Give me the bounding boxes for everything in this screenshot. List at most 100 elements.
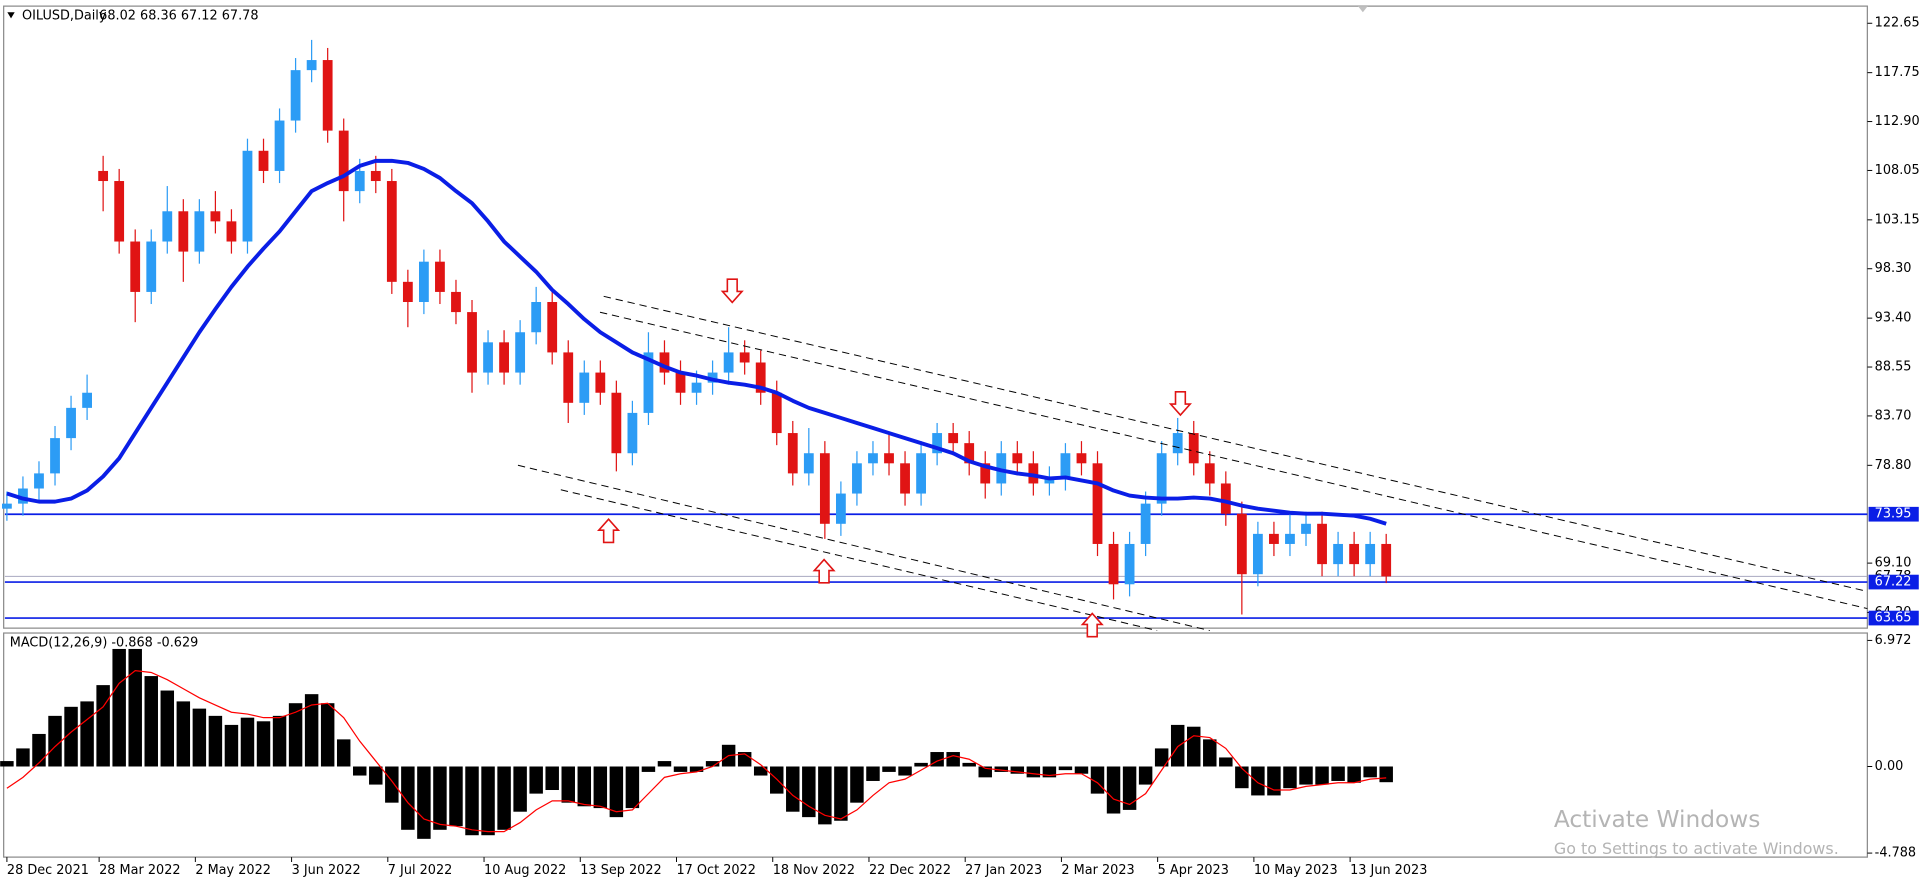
candle-body: [884, 453, 894, 464]
trendlines: [517, 295, 1868, 632]
candle-body: [659, 352, 670, 373]
macd-bar: [1203, 739, 1217, 767]
macd-bar: [1170, 724, 1185, 767]
candle-body: [483, 342, 493, 373]
y-tick-label: 103.15: [1875, 212, 1920, 227]
macd-title: MACD(12,26,9) -0.868 -0.629: [10, 635, 199, 650]
candle-body: [1236, 513, 1247, 575]
x-tick-label: 2 May 2022: [195, 863, 271, 878]
candle-body: [50, 438, 60, 474]
candle-body: [595, 372, 606, 393]
macd-bar: [1187, 726, 1201, 767]
y-tick-label: 122.65: [1875, 16, 1920, 31]
macd-bar: [385, 766, 399, 803]
candle-body: [964, 443, 975, 464]
menu-triangle[interactable]: [7, 12, 15, 19]
macd-bar: [449, 766, 463, 827]
candle-body: [852, 463, 862, 494]
macd-panel: [3, 632, 1868, 858]
up-arrow: [812, 558, 836, 584]
candle-body: [531, 302, 542, 333]
y-tick-label: 6.972: [1875, 633, 1912, 648]
x-tick-label: 10 May 2023: [1254, 863, 1338, 878]
plot-layers: 122.65 117.75 112.90 108.05 103.15 98.30 93.40…: [0, 16, 1920, 878]
candle-body: [338, 130, 349, 192]
candle-body: [18, 488, 28, 504]
macd-bar: [641, 766, 656, 772]
macd-bar: [786, 766, 800, 812]
candle-body: [370, 170, 381, 182]
macd-bar: [1347, 766, 1361, 783]
candle-body: [274, 120, 285, 171]
candle-body: [948, 433, 959, 444]
candle-body: [1220, 483, 1231, 514]
candle-body: [162, 211, 173, 242]
candle-body: [114, 181, 125, 242]
y-tick-label: 78.80: [1875, 458, 1912, 473]
macd-bar: [433, 766, 447, 830]
candle-body: [1365, 543, 1376, 565]
candle-body: [819, 453, 830, 524]
macd-bar: [1074, 766, 1089, 774]
candle-body: [1252, 533, 1263, 575]
candle-body: [515, 332, 526, 373]
macd-bar: [1283, 766, 1297, 789]
macd-bar: [304, 694, 319, 767]
candle-body: [868, 453, 878, 464]
macd-bar: [1363, 766, 1377, 778]
channel-line: [517, 464, 1210, 632]
up-arrow: [1080, 612, 1104, 638]
channel-line: [603, 295, 1868, 592]
level-label-box: [1868, 506, 1919, 522]
down-arrow: [1168, 391, 1192, 417]
ohlc-readout: 68.02 68.36 67.12 67.78: [99, 8, 258, 23]
y-tick-label: 98.30: [1875, 261, 1912, 276]
macd-bar: [497, 766, 511, 830]
candle-body: [130, 241, 141, 292]
candle-body: [835, 493, 846, 524]
candle-body: [499, 342, 509, 373]
candle-body: [1044, 478, 1055, 484]
macd-bar: [16, 748, 30, 767]
candle-body: [1012, 453, 1023, 464]
candle-body: [419, 261, 429, 303]
candle-body: [739, 352, 750, 363]
macd-bar: [336, 739, 351, 767]
x-tick-label: 17 Oct 2022: [677, 863, 756, 878]
macd-bar: [1331, 766, 1345, 781]
candle-body: [98, 170, 109, 182]
macd-bar: [657, 761, 672, 767]
macd-bar: [753, 766, 768, 776]
macd-bar: [882, 766, 896, 772]
candle-body: [627, 412, 638, 454]
level-label-box: [1868, 574, 1919, 590]
macd-bar: [1138, 766, 1153, 785]
candle-body: [402, 281, 413, 303]
macd-bar: [353, 766, 367, 776]
x-tick-label: 10 Aug 2022: [484, 863, 566, 878]
macd-bar: [1379, 766, 1393, 783]
macd-bar: [1315, 766, 1329, 785]
macd-bar: [1267, 766, 1281, 796]
level-label: 67.22: [1875, 575, 1912, 590]
macd-bar: [689, 766, 704, 772]
macd-bar: [240, 717, 255, 767]
macd-bar: [128, 648, 142, 767]
macd-bar: [1042, 766, 1057, 778]
macd-bar: [256, 721, 271, 767]
candle-body: [1317, 523, 1327, 565]
macd-bar: [192, 708, 207, 767]
x-tick-label: 5 Apr 2023: [1158, 863, 1229, 878]
macd-bar: [850, 766, 864, 803]
macd-bar: [770, 766, 784, 794]
candle-body: [354, 170, 365, 192]
x-tick-label: 18 Nov 2022: [773, 863, 855, 878]
symbol-title: OILUSD,Daily: [22, 8, 107, 23]
candle-body: [691, 382, 702, 393]
candle-body: [322, 60, 333, 131]
candle-body: [1140, 503, 1151, 544]
macd-bar: [320, 703, 335, 767]
candle-body: [1285, 533, 1295, 544]
y-tick-label: -4.788: [1875, 846, 1916, 861]
